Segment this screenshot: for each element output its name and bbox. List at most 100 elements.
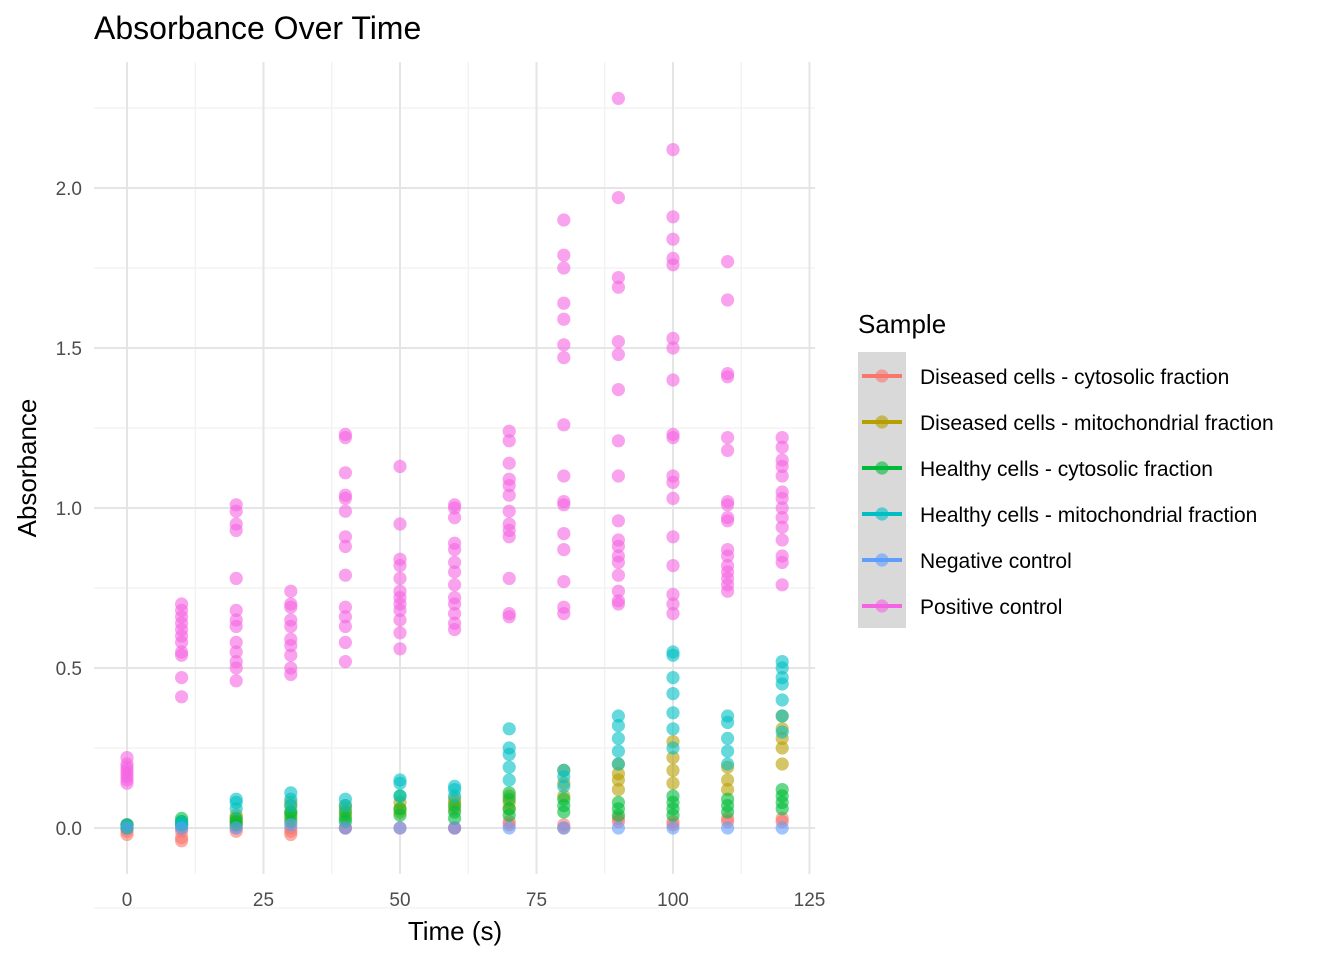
data-point [338, 610, 352, 624]
data-point [611, 335, 626, 349]
data-point [775, 655, 789, 669]
data-point [611, 767, 626, 781]
data-point [666, 427, 680, 441]
data-point [611, 533, 626, 547]
data-point [721, 543, 735, 557]
data-point [557, 261, 571, 275]
data-point [502, 424, 516, 438]
data-point [611, 821, 626, 835]
data-point [775, 431, 789, 445]
data-point [775, 469, 789, 483]
data-point [721, 731, 735, 746]
data-point [502, 786, 516, 800]
data-point [448, 591, 462, 605]
data-point [448, 779, 462, 794]
series-5-points [120, 91, 789, 790]
data-point [721, 821, 735, 835]
data-point [721, 709, 735, 723]
data-point [666, 776, 680, 790]
data-point [666, 373, 680, 387]
legend-item: Negative control [862, 550, 1072, 573]
data-point [338, 568, 352, 582]
data-point [775, 578, 789, 592]
data-point [666, 763, 680, 778]
data-point [611, 383, 626, 397]
data-point [666, 607, 680, 621]
data-point [557, 418, 571, 432]
data-point [448, 498, 462, 512]
data-point [721, 431, 735, 445]
legend-key-point [875, 553, 889, 567]
data-point [284, 661, 298, 675]
data-point [338, 600, 352, 614]
data-point [721, 443, 735, 457]
data-point [666, 645, 680, 659]
data-point [448, 607, 462, 621]
data-point [721, 367, 735, 381]
data-point [284, 613, 298, 627]
legend-item: Diseased cells - mitochondrial fraction [862, 412, 1274, 435]
data-point [557, 527, 571, 541]
data-point [338, 427, 352, 441]
data-point [229, 792, 243, 806]
data-point [393, 517, 407, 531]
data-point [448, 821, 462, 835]
data-point [229, 645, 243, 659]
data-point [611, 795, 626, 810]
data-point [502, 472, 516, 486]
data-point [502, 488, 516, 502]
data-point [175, 671, 189, 685]
data-point [502, 773, 516, 787]
data-point [338, 821, 352, 835]
chart-title: Absorbance Over Time [94, 10, 421, 46]
data-point [611, 709, 626, 723]
data-point [502, 760, 516, 774]
data-point [775, 693, 789, 707]
data-point [393, 802, 407, 816]
data-point [557, 575, 571, 589]
data-point [666, 559, 680, 573]
data-point [229, 635, 243, 650]
legend-key-point [875, 507, 889, 521]
data-point [666, 251, 680, 265]
y-tick-label: 0.5 [56, 659, 82, 680]
data-point [666, 210, 680, 224]
data-point [393, 459, 407, 473]
data-point [775, 485, 789, 499]
data-point [611, 347, 626, 361]
data-point [448, 510, 462, 525]
data-point [448, 578, 462, 592]
legend-title: Sample [858, 309, 946, 339]
data-point [666, 469, 680, 483]
data-point [721, 255, 735, 269]
data-point [393, 571, 407, 586]
data-point [393, 789, 407, 803]
data-point [557, 248, 571, 262]
data-point [393, 821, 407, 835]
legend-item: Healthy cells - mitochondrial fraction [862, 504, 1257, 527]
data-point [502, 722, 516, 736]
data-point [611, 191, 626, 205]
data-point [120, 751, 134, 765]
data-point [721, 757, 735, 771]
data-point [229, 517, 243, 531]
legend-label: Healthy cells - mitochondrial fraction [920, 504, 1257, 527]
data-point [721, 783, 735, 797]
data-point [775, 453, 789, 467]
series-4-points [120, 818, 789, 835]
legend-key-point [875, 415, 889, 429]
data-point [229, 821, 243, 835]
data-point [666, 530, 680, 544]
data-point [611, 514, 626, 528]
data-point [666, 821, 680, 835]
data-point [284, 584, 298, 598]
data-point [666, 687, 680, 701]
data-point [557, 543, 571, 557]
data-point [393, 626, 407, 640]
data-point [775, 520, 789, 534]
x-axis-title: Time (s) [408, 916, 502, 946]
data-point [775, 709, 789, 723]
data-point [120, 821, 134, 835]
data-point [775, 510, 789, 525]
data-point [393, 642, 407, 656]
